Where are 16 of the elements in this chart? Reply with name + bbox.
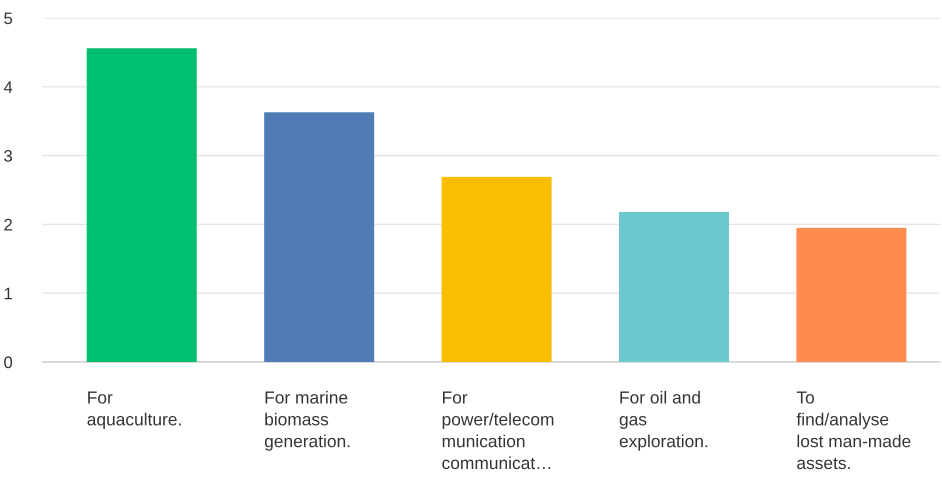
x-tick-label: For oil and gas exploration. (620, 390, 708, 451)
x-tick-label: To find/analyse lost man-made assets. (796, 392, 910, 470)
bar (86, 48, 197, 362)
y-tick-label: 3 (4, 150, 12, 162)
y-tick-label: 5 (4, 12, 12, 24)
y-tick-label: 4 (4, 81, 12, 93)
x-tick-label: For aquaculture. (87, 392, 181, 429)
x-tick-label: For power/telecom munication communicat… (442, 392, 554, 470)
bar (796, 228, 906, 362)
x-tick-label: For marine biomass generation. (264, 390, 350, 451)
bar (618, 212, 729, 362)
bar (264, 112, 374, 362)
y-tick-label: 1 (4, 288, 12, 300)
y-tick-label: 0 (4, 356, 12, 368)
bar (442, 176, 552, 362)
y-tick-label: 2 (4, 218, 12, 230)
